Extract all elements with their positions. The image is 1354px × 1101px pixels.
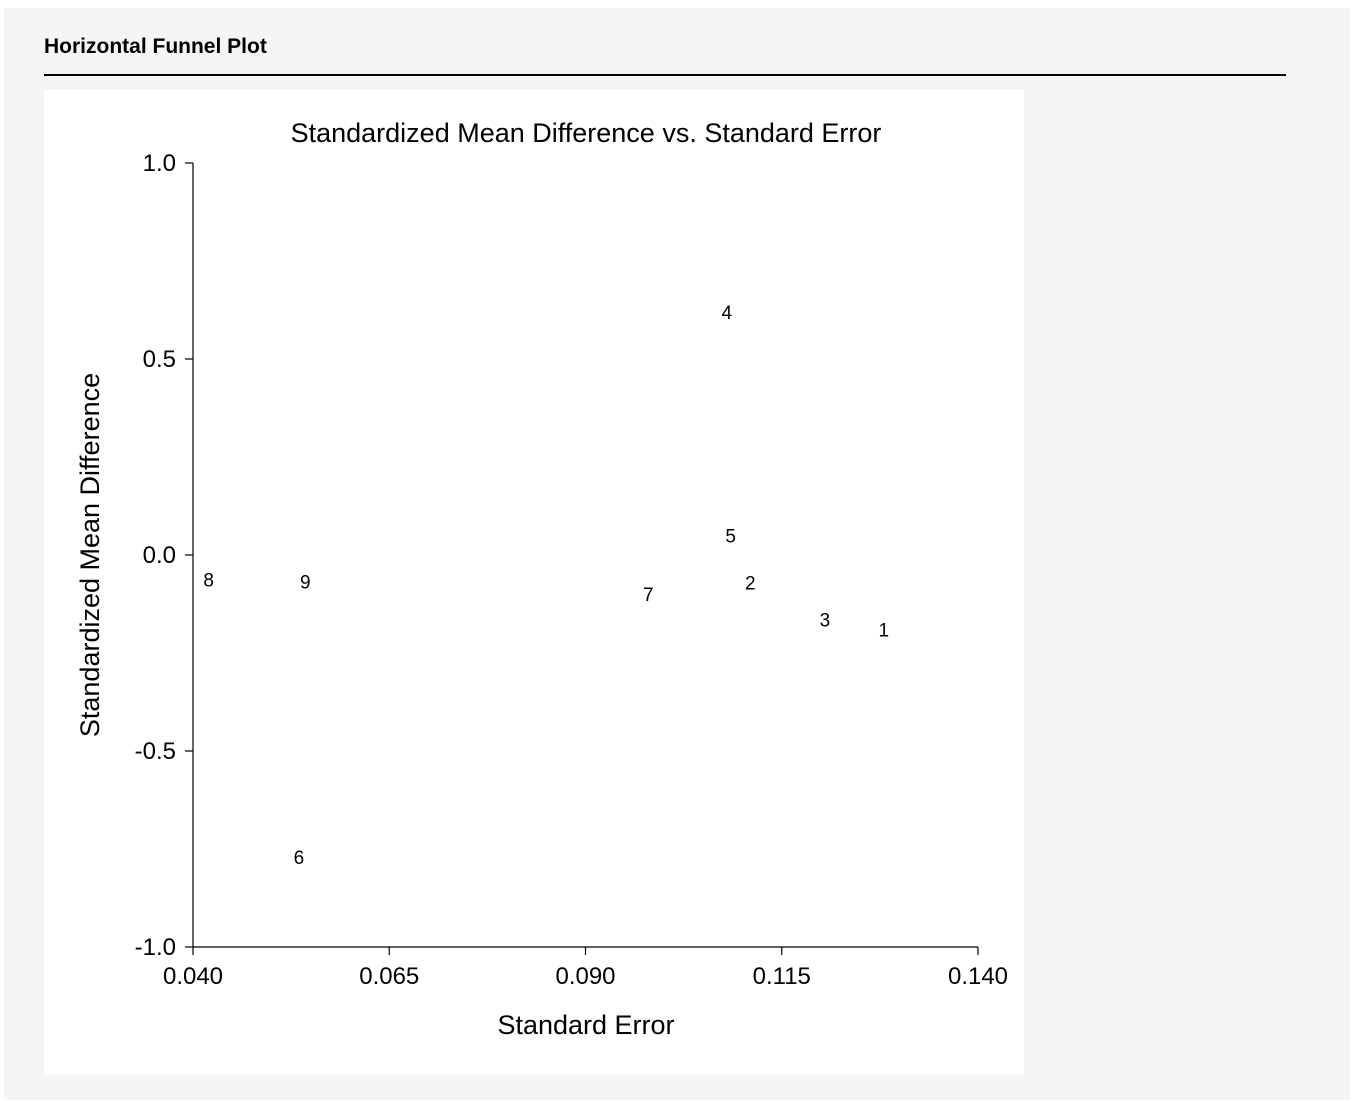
funnel-plot-panel: Standardized Mean Difference vs. Standar…	[44, 90, 1024, 1075]
data-points: 1 2 3 4 5 6 7 8 9	[203, 303, 889, 869]
y-tick-label: 1.0	[143, 150, 176, 177]
data-point-label: 7	[643, 585, 654, 606]
x-tick-label: 0.140	[948, 963, 1008, 990]
axis-ticks: 0.040 0.065 0.090 0.115 0.140 1.0 0.5 0.0 -0.5 -1…	[135, 150, 1008, 990]
x-tick-label: 0.090	[555, 963, 615, 990]
chart-title: Standardized Mean Difference vs. Standar…	[291, 118, 882, 148]
data-point-label: 4	[722, 303, 733, 324]
x-tick-label: 0.065	[359, 963, 419, 990]
x-axis-label: Standard Error	[497, 1010, 674, 1040]
y-axis-label: Standardized Mean Difference	[75, 373, 105, 737]
report-page: Horizontal Funnel Plot Standardized Mean…	[4, 8, 1350, 1100]
x-tick-label: 0.040	[163, 963, 223, 990]
y-tick-label: 0.5	[143, 346, 176, 373]
x-tick-label: 0.115	[753, 963, 811, 990]
y-tick-label: -0.5	[135, 738, 176, 765]
data-point-label: 3	[820, 611, 831, 632]
data-point-label: 1	[879, 620, 890, 641]
data-point-label: 9	[300, 573, 311, 594]
y-tick-label: -1.0	[135, 934, 176, 961]
y-tick-label: 0.0	[143, 542, 176, 569]
data-point-label: 2	[745, 573, 756, 594]
section-title: Horizontal Funnel Plot	[44, 35, 267, 58]
data-point-label: 6	[294, 848, 305, 869]
funnel-plot-chart: Standardized Mean Difference vs. Standar…	[75, 118, 1008, 1040]
data-point-label: 8	[203, 570, 214, 591]
section-divider	[44, 74, 1286, 76]
data-point-label: 5	[725, 526, 736, 547]
